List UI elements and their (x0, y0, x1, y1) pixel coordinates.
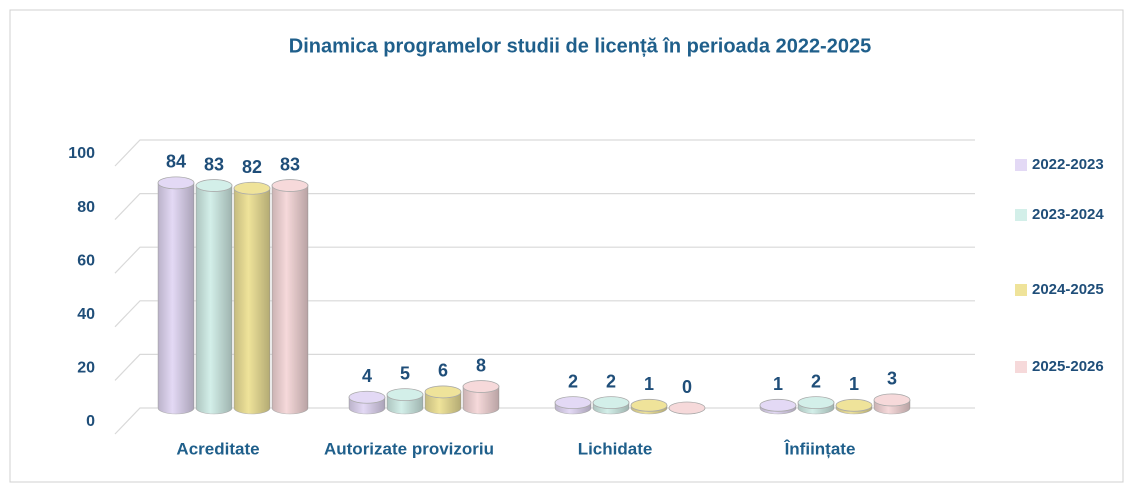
grid-line (114, 300, 975, 328)
legend-label: 2022-2023 (1032, 156, 1104, 173)
value-label: 3 (887, 369, 897, 389)
y-tick-label: 20 (77, 360, 95, 377)
value-label: 8 (476, 355, 486, 375)
value-label: 82 (242, 157, 262, 177)
value-label: 2 (568, 371, 578, 391)
x-tick-label: Autorizate provizoriu (324, 439, 494, 458)
legend-swatch (1015, 159, 1027, 171)
grid-line (114, 139, 975, 167)
y-tick-label: 80 (77, 199, 95, 216)
legend-swatch (1015, 209, 1027, 221)
bar (873, 393, 911, 415)
value-label: 4 (362, 366, 372, 386)
legend-swatch (1015, 284, 1027, 296)
bar (271, 179, 309, 415)
bar (386, 388, 424, 415)
value-label: 83 (204, 154, 224, 174)
grid-line (114, 246, 975, 274)
x-tick-label: Acreditate (176, 439, 259, 458)
legend-label: 2025-2026 (1032, 358, 1104, 375)
bar (424, 385, 462, 415)
y-tick-label: 60 (77, 252, 95, 269)
value-label: 5 (400, 363, 410, 383)
y-tick-label: 0 (86, 413, 95, 430)
legend-label: 2024-2025 (1032, 281, 1104, 298)
value-label: 6 (438, 361, 448, 381)
bar (630, 398, 668, 415)
value-label: 2 (606, 371, 616, 391)
value-label: 1 (644, 374, 654, 394)
bar (759, 398, 797, 415)
value-label: 2 (811, 371, 821, 391)
value-label: 1 (773, 374, 783, 394)
grid-line (114, 353, 975, 381)
bar (554, 396, 592, 415)
legend-swatch (1015, 361, 1027, 373)
bar (668, 401, 706, 415)
legend-label: 2023-2024 (1032, 206, 1104, 223)
value-label: 83 (280, 154, 300, 174)
bar (348, 390, 386, 415)
value-label: 0 (682, 377, 692, 397)
bar (195, 179, 233, 415)
bar (835, 398, 873, 415)
bar (592, 396, 630, 415)
value-label: 84 (166, 152, 186, 172)
chart-title: Dinamica programelor studii de licență î… (289, 35, 871, 57)
x-tick-label: Înființate (784, 439, 856, 458)
y-tick-label: 40 (77, 306, 95, 323)
bar (797, 396, 835, 415)
bar (462, 380, 500, 415)
x-tick-label: Lichidate (578, 439, 653, 458)
bar (157, 176, 195, 415)
y-tick-label: 100 (68, 145, 95, 162)
grid-line (114, 193, 975, 221)
bar (233, 181, 271, 415)
value-label: 1 (849, 374, 859, 394)
